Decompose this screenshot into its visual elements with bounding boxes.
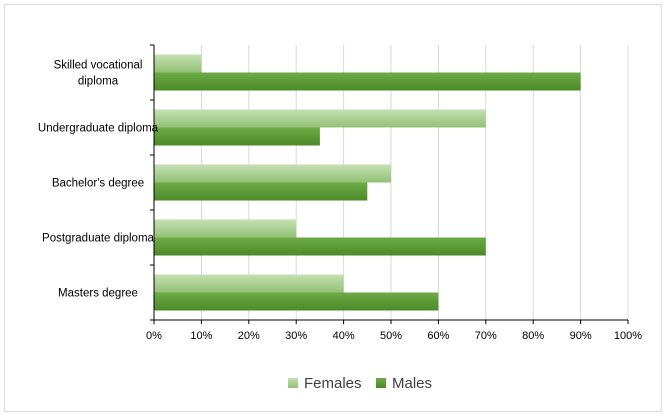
category-label: Undergraduate diploma [38, 123, 159, 135]
category-label: Skilled vocational diploma [54, 60, 143, 88]
bar-males-2 [154, 182, 368, 201]
x-tick-label: 100% [614, 330, 642, 342]
legend: Females Males [288, 375, 432, 392]
x-tick-label: 40% [333, 330, 355, 342]
chart-frame [4, 4, 662, 412]
x-tick-label: 30% [285, 330, 307, 342]
x-tick-label: 0% [146, 330, 162, 342]
category-label: Bachelor's degree [52, 178, 144, 190]
gridlines [200, 45, 629, 320]
bars [154, 54, 581, 311]
legend-swatch-males [376, 378, 386, 388]
x-tick-label: 60% [427, 330, 449, 342]
legend-label-males: Males [392, 375, 432, 392]
legend-label-females: Females [304, 375, 362, 392]
bar-females-1 [154, 109, 486, 128]
category-label: Masters degree [58, 288, 138, 300]
bar-females-4 [154, 274, 344, 293]
category-label: Postgraduate diploma [42, 233, 154, 245]
labels: 0% 10% 20% 30% 40% 50% 60% 70% 80% 90% 100% Skilled… [38, 60, 642, 343]
x-tick-label: 20% [238, 330, 260, 342]
bar-males-3 [154, 237, 486, 256]
x-tick-label: 50% [380, 330, 402, 342]
bar-males-0 [154, 72, 581, 91]
bar-males-1 [154, 127, 320, 146]
axes [150, 44, 629, 324]
x-tick-label: 90% [570, 330, 592, 342]
x-tick-label: 10% [190, 330, 212, 342]
x-tick-label: 80% [522, 330, 544, 342]
bar-males-4 [154, 292, 439, 311]
bar-females-3 [154, 219, 297, 238]
bar-females-2 [154, 164, 391, 183]
bar-females-0 [154, 54, 202, 73]
x-tick-label: 70% [475, 330, 497, 342]
legend-swatch-females [288, 378, 298, 388]
